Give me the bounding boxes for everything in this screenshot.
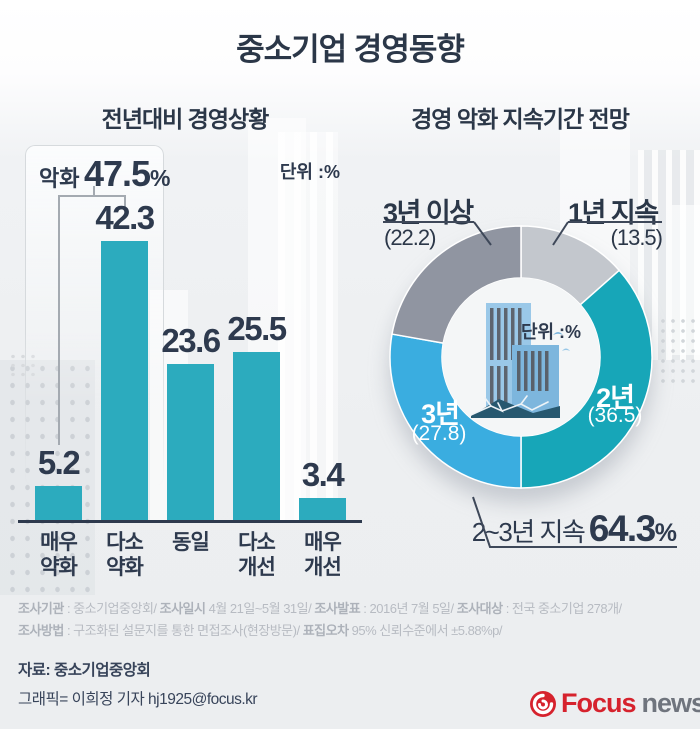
donut-center-illustration xyxy=(442,278,600,436)
percent-sign: % xyxy=(654,519,677,547)
note-label: 조사대상 xyxy=(456,601,503,616)
bar-value-label: 5.2 xyxy=(37,444,81,481)
note-text: 95% 신뢰수준에서 ±5.88%p/ xyxy=(348,623,503,638)
bar xyxy=(35,486,82,520)
crack-lines xyxy=(472,395,549,415)
segment-label-3yr: 3년 xyxy=(421,399,460,429)
bar-chart-title: 전년대비 경영상황 xyxy=(101,106,270,132)
duration-callout-label: 2~3년 지속 xyxy=(471,517,586,547)
skyline-building-decoration xyxy=(672,205,700,355)
bird-icon xyxy=(553,332,563,335)
bird-icon xyxy=(562,348,570,351)
note-text: 4월 21일~5월 31일/ xyxy=(205,601,315,616)
bracket-line xyxy=(124,195,126,207)
note-label: 조사발표 xyxy=(314,601,361,616)
x-axis-line xyxy=(18,520,362,523)
duration-callout: 2~3년 지속 64.3% xyxy=(440,508,677,550)
source-credit: 자료: 중소기업중앙회 xyxy=(18,662,151,679)
note-label: 조사방법 xyxy=(18,623,64,638)
worsened-annotation-value: 47.5 xyxy=(83,153,151,194)
segment-label-1yr: 1년 지속 xyxy=(568,198,659,228)
bar-value-label: 23.6 xyxy=(161,322,221,359)
page-title: 중소기업 경영동향 xyxy=(236,32,465,67)
segment-value-1yr: (13.5) xyxy=(610,225,663,250)
bar-category-label: 다소 약화 xyxy=(106,531,144,579)
note-label: 조사기관 xyxy=(18,601,64,616)
graphic-credit: 그래픽= 이희정 기자 hj1925@focus.kr xyxy=(18,691,258,708)
note-label: 표집오차 xyxy=(302,623,349,638)
label-underline xyxy=(383,221,474,223)
focusnews-logo: Focus news xyxy=(529,688,700,719)
donut-chart xyxy=(389,225,653,489)
unit-label: 단위 :% xyxy=(279,162,340,182)
donut-chart-title: 경영 악화 지속기간 전망 xyxy=(411,106,630,132)
percent-sign: % xyxy=(150,165,171,191)
bar-value-label: 42.3 xyxy=(95,199,155,236)
bar-category-label: 매우 약화 xyxy=(40,531,78,579)
logo-suffix-text: news xyxy=(641,688,700,718)
bar xyxy=(299,498,346,520)
survey-notes: 조사기관 : 중소기업중앙회/ 조사일시 4월 21일~5월 31일/ 조사발표… xyxy=(18,598,694,642)
note-text: : 전국 중소기업 278개/ xyxy=(502,601,622,616)
worsened-annotation: 악화 47.5% xyxy=(39,153,170,195)
ground-rubble xyxy=(471,399,560,418)
bracket-line xyxy=(58,195,60,445)
label-underline xyxy=(568,221,662,223)
bracket-line xyxy=(93,186,95,196)
duration-callout-value: 64.3 xyxy=(588,508,657,549)
bar-value-label: 3.4 xyxy=(301,456,345,493)
note-text: : 구조화된 설문지를 통한 면접조사(현장방문)/ xyxy=(63,623,303,638)
logo-brand-text: Focus xyxy=(561,688,637,718)
unit-label: 단위 :% xyxy=(520,322,582,342)
note-text: : 2016년 7월 5일/ xyxy=(360,601,457,616)
bar-category-label: 매우 개선 xyxy=(304,531,342,579)
segment-label-3yr-plus: 3년 이상 xyxy=(383,198,474,228)
segment-value-3yr-plus: (22.2) xyxy=(384,225,436,250)
segment-label-2yr: 2년 xyxy=(596,383,635,413)
worsened-annotation-label: 악화 xyxy=(39,166,80,191)
note-text: : 중소기업중앙회/ xyxy=(63,601,160,616)
dot-grid-decoration xyxy=(658,316,700,388)
segment-value-2yr: (36.5) xyxy=(587,404,643,427)
bar xyxy=(101,241,148,520)
bracket-line xyxy=(58,195,126,197)
bar xyxy=(167,364,214,520)
focusnews-swirl-icon xyxy=(530,690,556,717)
note-label: 조사일시 xyxy=(159,601,206,616)
bar-category-label: 다소 개선 xyxy=(238,531,276,579)
bar-category-label: 동일 xyxy=(172,531,210,554)
segment-value-3yr: (27.8) xyxy=(411,422,467,445)
bar-value-label: 25.5 xyxy=(227,310,287,347)
bar xyxy=(233,352,280,520)
